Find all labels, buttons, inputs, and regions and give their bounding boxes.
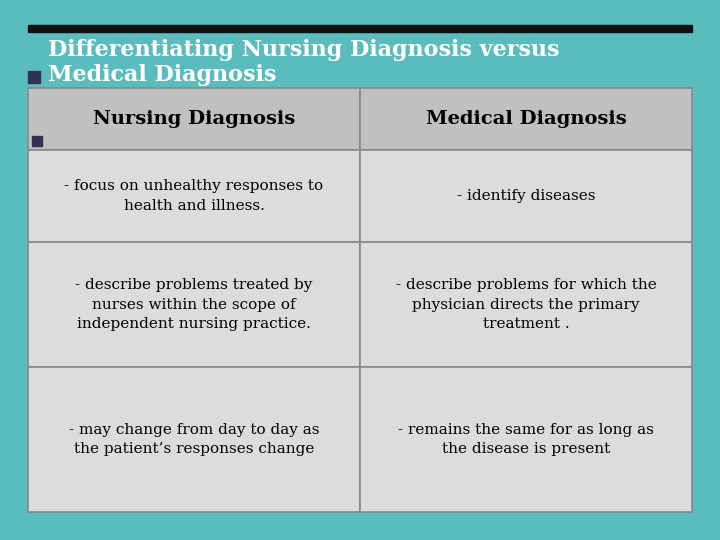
- Text: Medical Diagnosis: Medical Diagnosis: [48, 64, 276, 86]
- Bar: [360, 367, 692, 512]
- Bar: [360, 88, 692, 150]
- Bar: [360, 150, 692, 242]
- Text: Nursing Diagnosis: Nursing Diagnosis: [93, 110, 295, 128]
- Bar: [28, 25, 692, 32]
- Text: - describe problems treated by
nurses within the scope of
independent nursing pr: - describe problems treated by nurses wi…: [76, 278, 312, 331]
- Bar: [28, 150, 360, 242]
- Bar: [28, 71, 40, 83]
- Bar: [32, 136, 42, 146]
- Bar: [360, 242, 692, 367]
- Text: Differentiating Nursing Diagnosis versus: Differentiating Nursing Diagnosis versus: [48, 39, 559, 61]
- Text: - describe problems for which the
physician directs the primary
treatment .: - describe problems for which the physic…: [395, 278, 657, 331]
- Text: - may change from day to day as
the patient’s responses change: - may change from day to day as the pati…: [68, 423, 319, 456]
- Bar: [28, 88, 360, 150]
- Text: - focus on unhealthy responses to
health and illness.: - focus on unhealthy responses to health…: [64, 179, 323, 213]
- Text: - identify diseases: - identify diseases: [456, 189, 595, 203]
- Text: - remains the same for as long as
the disease is present: - remains the same for as long as the di…: [398, 423, 654, 456]
- Bar: [28, 367, 360, 512]
- Text: Medical Diagnosis: Medical Diagnosis: [426, 110, 626, 128]
- Bar: [28, 242, 360, 367]
